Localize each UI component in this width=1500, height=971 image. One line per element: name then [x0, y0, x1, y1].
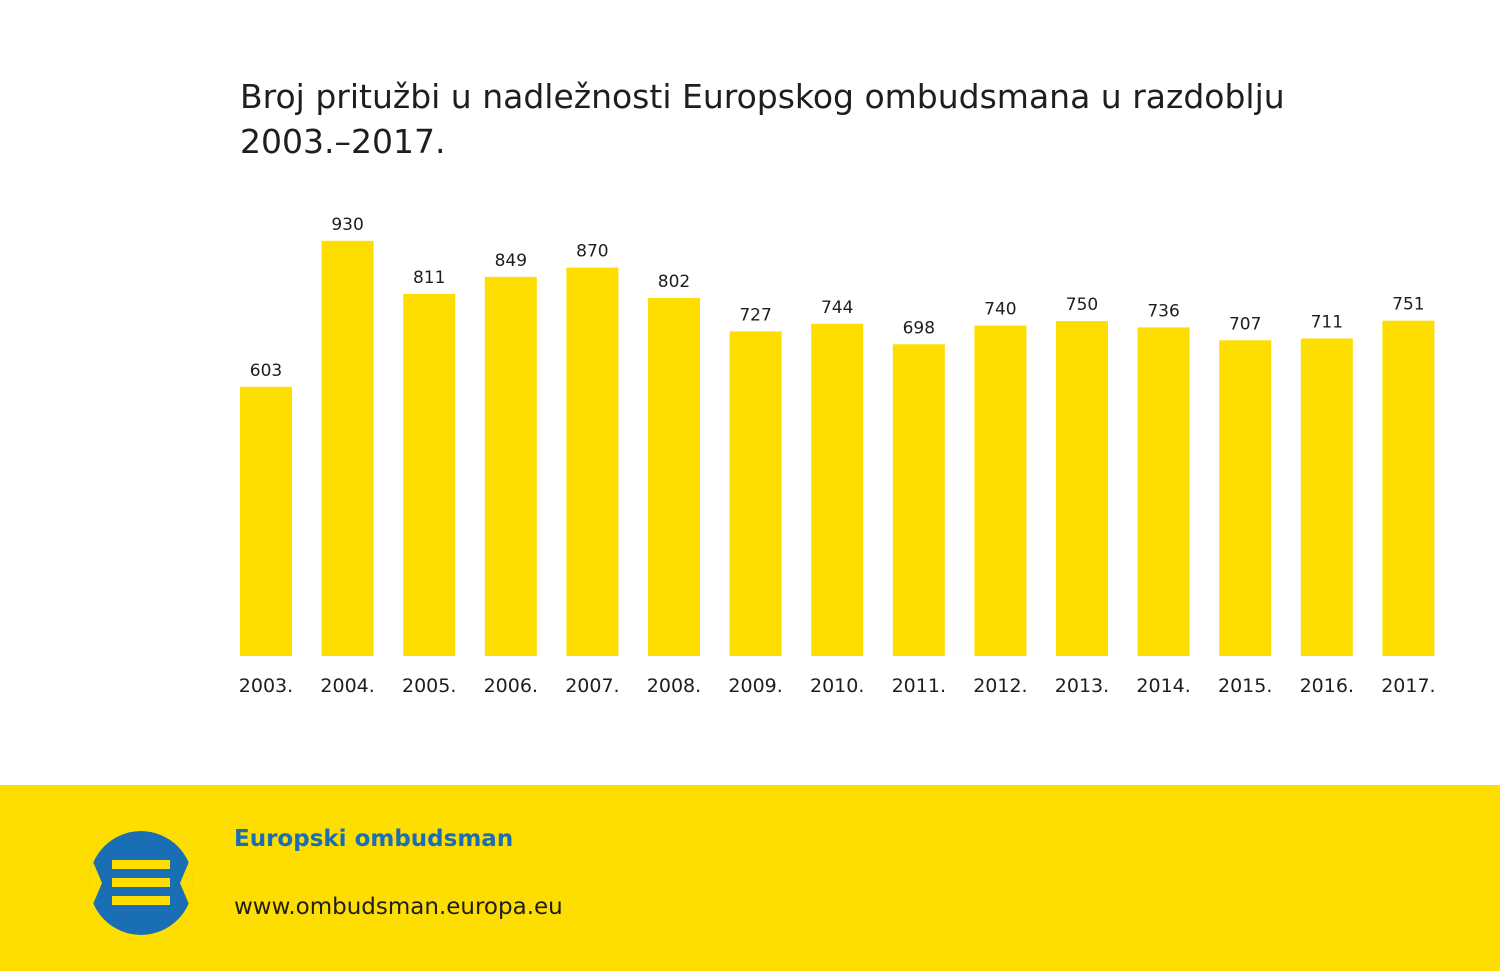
- data-label-2015: 707: [1229, 314, 1261, 334]
- european-ombudsman-logo-icon: [89, 831, 193, 935]
- bar-2006: [484, 276, 537, 656]
- data-label-2008: 802: [658, 272, 690, 292]
- x-tick-2008: 2008.: [647, 675, 701, 697]
- bar-2012: [974, 325, 1027, 656]
- data-label-2014: 736: [1147, 301, 1179, 321]
- x-tick-2011: 2011.: [892, 675, 946, 697]
- x-tick-2003: 2003.: [239, 675, 293, 697]
- x-tick-2005: 2005.: [402, 675, 456, 697]
- bars-group: [240, 240, 1435, 657]
- data-label-2016: 711: [1311, 313, 1343, 333]
- data-label-2017: 751: [1392, 295, 1424, 315]
- chart-title: Broj pritužbi u nadležnosti Europskog om…: [240, 77, 1285, 161]
- bar-2005: [403, 293, 456, 656]
- bar-2016: [1300, 338, 1353, 656]
- brand-name: Europski ombudsman: [234, 826, 514, 852]
- bar-2011: [892, 344, 945, 656]
- data-label-2012: 740: [984, 300, 1016, 320]
- data-labels-group: 603 930 811 849 870 802 727 744 698 740 750 736 707 7…: [250, 215, 1425, 381]
- data-label-2011: 698: [903, 318, 935, 338]
- data-label-2013: 750: [1066, 295, 1098, 315]
- data-label-2006: 849: [495, 251, 527, 271]
- bar-2014: [1137, 327, 1190, 656]
- data-label-2005: 811: [413, 268, 445, 288]
- x-tick-2013: 2013.: [1055, 675, 1109, 697]
- bar-2003: [240, 386, 292, 656]
- data-label-2003: 603: [250, 361, 282, 381]
- x-tick-2016: 2016.: [1300, 675, 1354, 697]
- bar-2009: [729, 331, 782, 656]
- bar-2008: [648, 297, 700, 656]
- x-tick-2004: 2004.: [320, 675, 374, 697]
- data-label-2004: 930: [331, 215, 363, 235]
- website-link[interactable]: www.ombudsman.europa.eu: [234, 894, 563, 920]
- x-tick-2017: 2017.: [1381, 675, 1435, 697]
- x-tick-2015: 2015.: [1218, 675, 1272, 697]
- x-tick-2006: 2006.: [484, 675, 538, 697]
- x-tick-2007: 2007.: [565, 675, 619, 697]
- bar-2013: [1056, 321, 1108, 656]
- bar-2015: [1219, 340, 1272, 656]
- bar-2017: [1382, 320, 1435, 656]
- data-label-2010: 744: [821, 298, 853, 318]
- bar-2010: [811, 323, 864, 656]
- x-tick-labels-group: 2003. 2004. 2005. 2006. 2007. 2008. 2009. 2010.…: [239, 675, 1436, 697]
- x-tick-2010: 2010.: [810, 675, 864, 697]
- x-tick-2009: 2009.: [728, 675, 782, 697]
- data-label-2007: 870: [576, 242, 608, 262]
- x-tick-2012: 2012.: [973, 675, 1027, 697]
- bar-2007: [566, 267, 619, 656]
- x-tick-2014: 2014.: [1136, 675, 1190, 697]
- footer-band: [0, 785, 1500, 971]
- bar-2004: [321, 240, 374, 657]
- data-label-2009: 727: [739, 305, 771, 325]
